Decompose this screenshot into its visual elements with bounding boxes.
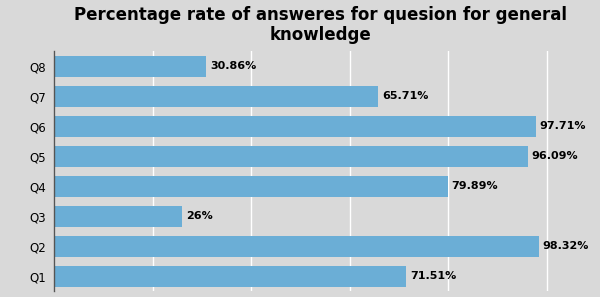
Text: 30.86%: 30.86%	[210, 61, 256, 72]
Text: 98.32%: 98.32%	[542, 241, 589, 252]
Text: 96.09%: 96.09%	[532, 151, 578, 162]
Bar	[54, 86, 378, 107]
Text: 97.71%: 97.71%	[539, 121, 586, 132]
Bar	[54, 176, 448, 197]
Bar	[54, 56, 206, 77]
Bar	[54, 146, 527, 167]
Text: 71.51%: 71.51%	[410, 271, 457, 282]
Bar	[54, 116, 536, 137]
Text: 65.71%: 65.71%	[382, 91, 428, 102]
Bar	[54, 236, 539, 257]
Text: 79.89%: 79.89%	[452, 181, 499, 192]
Bar	[54, 266, 406, 287]
Text: 26%: 26%	[186, 211, 213, 222]
Bar	[54, 206, 182, 227]
Title: Percentage rate of answeres for quesion for general
knowledge: Percentage rate of answeres for quesion …	[74, 6, 566, 44]
